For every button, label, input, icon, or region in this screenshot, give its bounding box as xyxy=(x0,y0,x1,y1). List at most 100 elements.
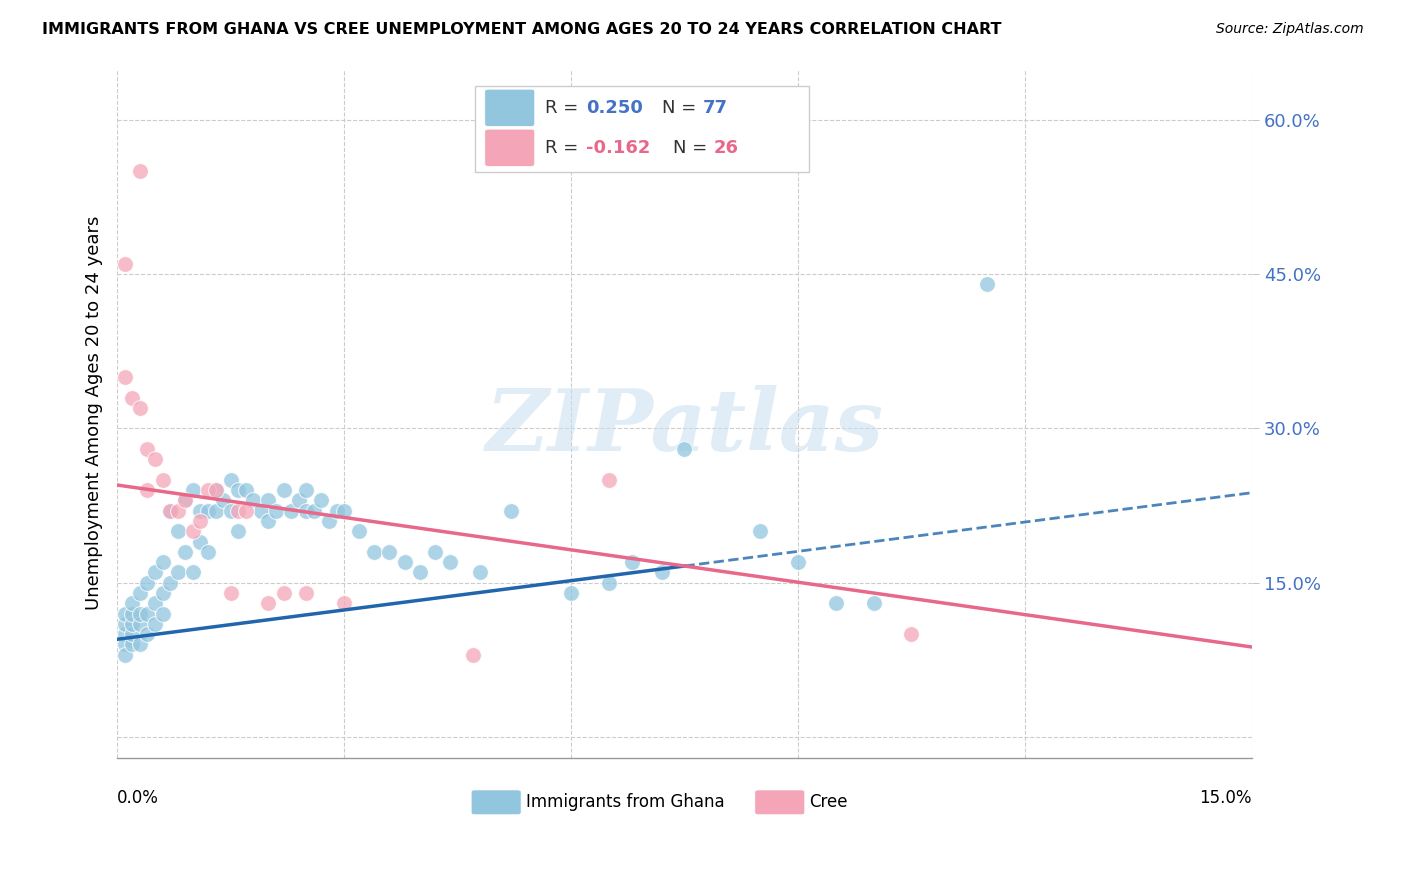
Point xyxy=(824,596,846,610)
Point xyxy=(143,566,166,580)
Point xyxy=(235,483,257,498)
Point xyxy=(439,555,461,569)
Point xyxy=(152,586,174,600)
Text: R =: R = xyxy=(546,139,583,157)
Text: R =: R = xyxy=(546,99,583,117)
Point xyxy=(143,452,166,467)
Point xyxy=(226,524,249,539)
Point xyxy=(620,555,643,569)
Point xyxy=(121,616,143,631)
Point xyxy=(190,504,212,518)
Point xyxy=(121,596,143,610)
Text: IMMIGRANTS FROM GHANA VS CREE UNEMPLOYMENT AMONG AGES 20 TO 24 YEARS CORRELATION: IMMIGRANTS FROM GHANA VS CREE UNEMPLOYME… xyxy=(42,22,1001,37)
Point xyxy=(152,607,174,621)
Text: 77: 77 xyxy=(703,99,728,117)
Point xyxy=(128,164,150,178)
Point xyxy=(280,504,302,518)
Point xyxy=(114,637,136,651)
Point xyxy=(114,627,136,641)
Text: Cree: Cree xyxy=(810,793,848,812)
Point xyxy=(181,524,204,539)
Point xyxy=(318,514,340,528)
Point xyxy=(257,493,280,508)
Point xyxy=(114,616,136,631)
Point xyxy=(181,566,204,580)
Point xyxy=(136,627,159,641)
Point xyxy=(219,504,242,518)
Point xyxy=(295,483,318,498)
Point xyxy=(136,442,159,456)
FancyBboxPatch shape xyxy=(471,790,522,814)
Point xyxy=(333,596,356,610)
Point xyxy=(204,483,226,498)
Point xyxy=(197,504,219,518)
Point xyxy=(900,627,922,641)
Text: 15.0%: 15.0% xyxy=(1199,789,1251,806)
Point xyxy=(159,575,181,590)
Text: N =: N = xyxy=(673,139,713,157)
Text: -0.162: -0.162 xyxy=(586,139,650,157)
Point xyxy=(114,607,136,621)
Point xyxy=(128,607,150,621)
Point xyxy=(363,545,385,559)
Point xyxy=(347,524,370,539)
Point xyxy=(212,493,235,508)
Point xyxy=(250,504,273,518)
Point xyxy=(143,596,166,610)
Point xyxy=(499,504,522,518)
FancyBboxPatch shape xyxy=(485,89,534,127)
Point xyxy=(121,627,143,641)
Point xyxy=(470,566,492,580)
Point xyxy=(311,493,333,508)
Text: 0.0%: 0.0% xyxy=(117,789,159,806)
Point xyxy=(394,555,416,569)
Point xyxy=(128,401,150,415)
Point xyxy=(174,493,197,508)
Point xyxy=(257,596,280,610)
Text: ZIPatlas: ZIPatlas xyxy=(485,385,883,468)
Text: 26: 26 xyxy=(714,139,740,157)
Point xyxy=(152,555,174,569)
Point xyxy=(423,545,446,559)
Point xyxy=(114,370,136,384)
Point xyxy=(166,504,188,518)
Point xyxy=(121,607,143,621)
Point xyxy=(181,483,204,498)
Point xyxy=(166,566,188,580)
Point xyxy=(273,483,295,498)
Point xyxy=(174,545,197,559)
Point xyxy=(136,483,159,498)
FancyBboxPatch shape xyxy=(485,129,534,167)
Text: Immigrants from Ghana: Immigrants from Ghana xyxy=(526,793,724,812)
Point xyxy=(159,504,181,518)
FancyBboxPatch shape xyxy=(475,86,810,172)
Point xyxy=(204,483,226,498)
Point xyxy=(190,514,212,528)
Point xyxy=(598,575,620,590)
Point xyxy=(114,648,136,662)
Point xyxy=(651,566,673,580)
Point xyxy=(333,504,356,518)
Point xyxy=(409,566,432,580)
Point xyxy=(749,524,772,539)
Point xyxy=(219,586,242,600)
Point xyxy=(121,391,143,405)
Point xyxy=(287,493,309,508)
Point xyxy=(121,637,143,651)
Point xyxy=(128,616,150,631)
Point xyxy=(226,483,249,498)
Point xyxy=(219,473,242,487)
Y-axis label: Unemployment Among Ages 20 to 24 years: Unemployment Among Ages 20 to 24 years xyxy=(86,216,103,610)
Point xyxy=(560,586,582,600)
Point xyxy=(598,473,620,487)
Point xyxy=(143,616,166,631)
Point xyxy=(295,504,318,518)
Point xyxy=(235,504,257,518)
Point xyxy=(295,586,318,600)
Text: 0.250: 0.250 xyxy=(586,99,643,117)
Point xyxy=(226,504,249,518)
Point xyxy=(114,257,136,271)
Point xyxy=(787,555,810,569)
Point xyxy=(862,596,884,610)
Point xyxy=(264,504,287,518)
